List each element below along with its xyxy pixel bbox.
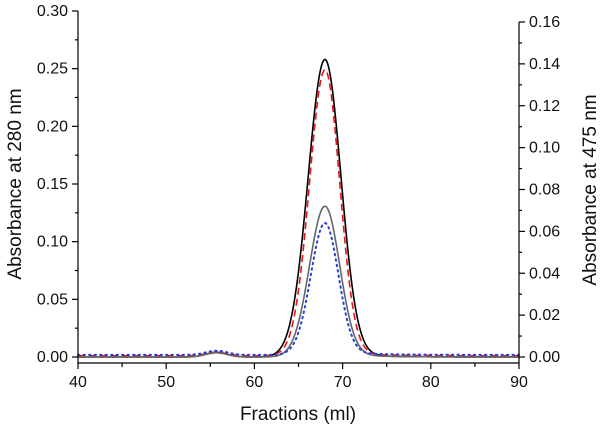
plot-series	[77, 58, 520, 358]
y-tick-label-right: 0.02	[529, 307, 560, 324]
y-tick-label-left: 0.00	[37, 349, 68, 366]
x-tick-label: 70	[334, 374, 352, 391]
y-tick-label-right: 0.16	[529, 14, 560, 31]
series-line	[78, 58, 519, 358]
y-tick-label-left: 0.10	[37, 234, 68, 251]
y-tick-label-right: 0.14	[529, 56, 560, 73]
x-tick-label: 80	[422, 374, 440, 391]
series-line	[78, 68, 519, 357]
y-axis-title-left: Absorbance at 280 nm	[5, 88, 26, 279]
y-tick-label-right: 0.06	[529, 223, 560, 240]
y-tick-label-left: 0.15	[37, 176, 68, 193]
series-line	[77, 221, 520, 356]
x-axis-title: Fractions (ml)	[240, 404, 356, 425]
series-line	[78, 205, 519, 358]
y-tick-label-right: 0.12	[529, 98, 560, 115]
x-tick-label: 50	[157, 374, 175, 391]
y-tick-label-right: 0.10	[529, 140, 560, 157]
y-tick-label-right: 0.00	[529, 349, 560, 366]
y-tick-label-right: 0.04	[529, 265, 560, 282]
y-tick-label-left: 0.25	[37, 61, 68, 78]
y-tick-label-left: 0.30	[37, 3, 68, 20]
x-tick-label: 90	[510, 374, 528, 391]
axes: 0.00 0.05 0.10 0.15 0.20 0.25 0.30 0.00 0.02 0.04…	[37, 3, 560, 391]
y-tick-label-left: 0.05	[37, 291, 68, 308]
x-tick-label: 40	[69, 374, 87, 391]
y-tick-label-left: 0.20	[37, 118, 68, 135]
y-axis-title-right: Absorbance at 475 nm	[580, 94, 600, 285]
y-tick-label-right: 0.08	[529, 182, 560, 199]
x-tick-label: 60	[246, 374, 264, 391]
